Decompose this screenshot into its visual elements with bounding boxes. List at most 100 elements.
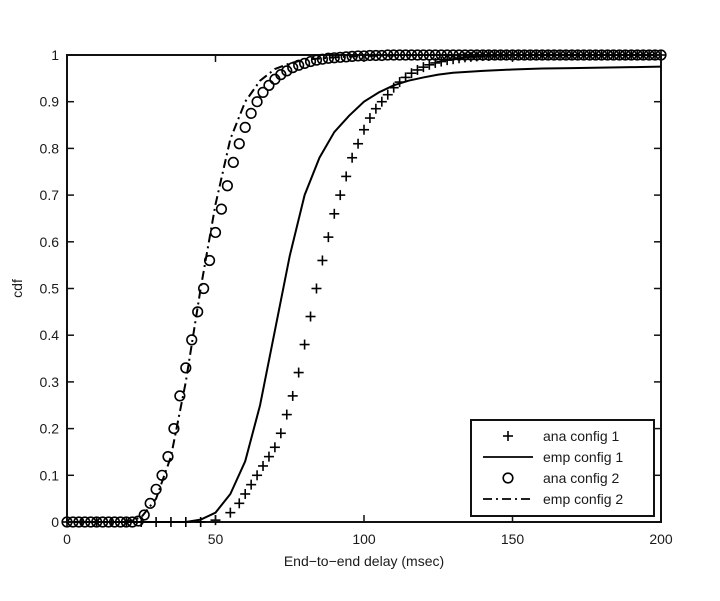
data-point xyxy=(329,208,340,219)
y-tick-label: 0.4 xyxy=(40,327,60,343)
data-point xyxy=(310,54,323,66)
data-point xyxy=(364,113,375,124)
data-point xyxy=(144,497,156,509)
data-point xyxy=(234,498,245,509)
series-line xyxy=(67,65,662,523)
data-point xyxy=(412,64,423,75)
data-point xyxy=(227,156,239,169)
data-point xyxy=(299,57,311,70)
legend-label: emp config 1 xyxy=(543,449,623,465)
data-point xyxy=(162,451,174,463)
data-point xyxy=(293,367,304,378)
data-point xyxy=(305,311,316,322)
x-tick-label: 50 xyxy=(208,531,224,547)
data-point xyxy=(85,516,97,528)
data-point xyxy=(138,509,150,521)
data-point xyxy=(168,423,180,435)
data-point xyxy=(613,49,626,61)
y-tick-label: 0.5 xyxy=(40,281,60,297)
data-point xyxy=(418,62,429,73)
data-point xyxy=(347,152,358,163)
data-point xyxy=(424,59,435,70)
data-point xyxy=(245,107,257,119)
data-point xyxy=(215,203,228,215)
data-point xyxy=(311,283,322,294)
legend: ana config 1 emp config 1 ana config 2 emp … xyxy=(470,419,655,517)
data-point xyxy=(281,65,293,77)
data-point xyxy=(370,103,381,114)
data-point xyxy=(252,470,263,481)
data-point xyxy=(382,89,393,100)
legend-swatch xyxy=(502,472,514,484)
data-point xyxy=(269,442,280,453)
data-point xyxy=(471,49,483,61)
ticks-layer: 0 50 100 150 200 0 0.1 0.2 0.3 0.4 0.5 0.6 0.7 0.8 0.9… xyxy=(40,47,673,547)
x-tick-label: 100 xyxy=(352,531,376,547)
data-point xyxy=(518,49,530,61)
data-point xyxy=(239,121,251,133)
data-point xyxy=(120,516,132,528)
series-emp-config-2 xyxy=(67,54,661,523)
data-point xyxy=(423,49,435,61)
y-tick-label: 0 xyxy=(51,514,59,530)
legend-box xyxy=(470,419,655,517)
y-tick-label: 1 xyxy=(51,47,59,63)
data-point xyxy=(251,96,263,108)
data-point xyxy=(209,226,222,239)
x-axis-title: End−to−end delay (msec) xyxy=(284,553,444,569)
data-point xyxy=(246,479,257,490)
legend-entry: ana config 2 xyxy=(502,470,619,486)
legend-entry: ana config 1 xyxy=(503,428,619,444)
y-axis-title: cdf xyxy=(9,279,25,298)
data-point xyxy=(263,79,275,91)
data-point xyxy=(233,138,245,150)
data-point xyxy=(376,96,387,107)
data-point xyxy=(436,56,447,67)
x-tick-label: 200 xyxy=(649,531,673,547)
data-point xyxy=(353,138,364,149)
y-tick-label: 0.7 xyxy=(40,187,60,203)
data-point xyxy=(221,180,233,192)
data-point xyxy=(299,339,310,350)
data-point xyxy=(275,428,286,439)
data-point xyxy=(328,52,340,64)
data-point xyxy=(275,69,287,81)
data-point xyxy=(281,409,292,420)
data-point xyxy=(192,306,204,318)
legend-label: ana config 1 xyxy=(543,428,619,444)
data-point xyxy=(186,334,198,346)
y-tick-label: 0.6 xyxy=(40,234,60,250)
data-point xyxy=(180,362,192,374)
data-point xyxy=(406,68,417,79)
data-point xyxy=(341,171,352,182)
data-point xyxy=(198,282,210,295)
data-point xyxy=(257,86,269,98)
data-point xyxy=(174,390,186,402)
data-point xyxy=(359,124,369,135)
legend-entry: emp config 2 xyxy=(483,491,623,507)
data-point xyxy=(335,190,346,201)
y-tick-label: 0.8 xyxy=(40,140,60,156)
y-tick-label: 0.9 xyxy=(40,94,60,110)
data-point xyxy=(317,255,328,266)
data-point xyxy=(240,488,251,499)
data-point xyxy=(376,49,388,62)
legend-label: emp config 2 xyxy=(543,491,623,507)
y-tick-label: 0.3 xyxy=(40,374,60,390)
data-point xyxy=(132,515,144,527)
legend-label: ana config 2 xyxy=(543,470,619,486)
data-point xyxy=(323,232,334,243)
data-point xyxy=(263,451,274,462)
x-tick-label: 150 xyxy=(501,531,525,547)
y-tick-label: 0.1 xyxy=(40,467,60,483)
y-tick-label: 0.2 xyxy=(40,421,60,437)
legend-entry: emp config 1 xyxy=(483,449,623,465)
legend-swatch xyxy=(503,431,513,441)
series-emp-config-1 xyxy=(67,65,662,523)
x-tick-label: 0 xyxy=(63,531,71,547)
data-point xyxy=(566,49,578,61)
data-point xyxy=(225,507,236,518)
data-point xyxy=(150,483,162,495)
data-point xyxy=(287,390,298,401)
